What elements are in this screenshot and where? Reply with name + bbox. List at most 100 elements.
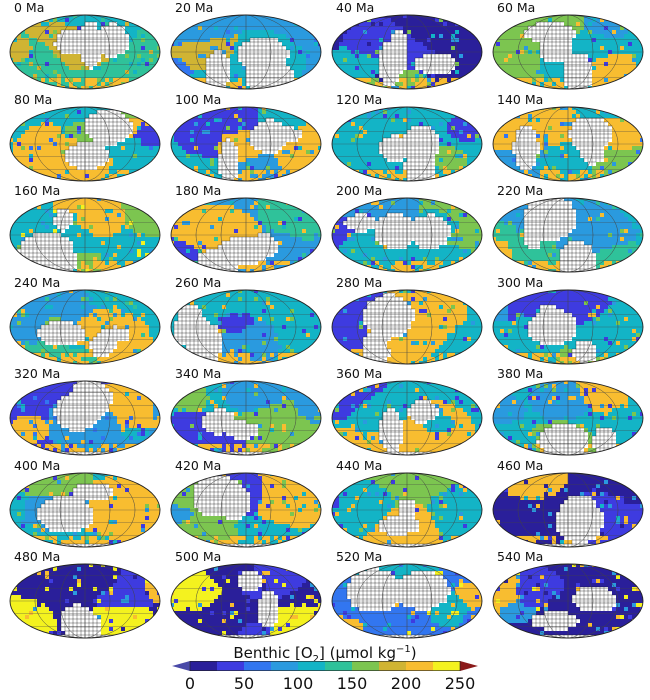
benthic-oxygen-map [492,563,644,639]
panel-age-label: 420 Ma [175,458,221,473]
map-panel: 340 Ma [165,366,323,457]
map-panel: 40 Ma [326,0,484,91]
colorbar-tick-label: 150 [337,674,368,694]
panel-age-label: 360 Ma [336,366,382,381]
panel-age-label: 120 Ma [336,92,382,107]
colorbar-tick-label: 50 [234,674,254,694]
colorbar-label-subscript: 2 [313,654,319,665]
benthic-oxygen-map [9,380,161,456]
map-panel: 180 Ma [165,183,323,274]
map-panel: 460 Ma [487,458,645,549]
benthic-oxygen-map [9,106,161,182]
map-panel: 20 Ma [165,0,323,91]
map-panel: 0 Ma [4,0,162,91]
map-panel: 100 Ma [165,92,323,183]
map-panel: 120 Ma [326,92,484,183]
map-panel: 400 Ma [4,458,162,549]
map-panel: 420 Ma [165,458,323,549]
colorbar: Benthic [O2] (μmol kg−1) 0 50 100 150 200 250 [160,640,490,700]
benthic-oxygen-map [170,106,322,182]
panel-age-label: 500 Ma [175,549,221,564]
map-panel: 300 Ma [487,275,645,366]
colorbar-bin [217,661,245,671]
benthic-oxygen-map [492,106,644,182]
benthic-oxygen-map [331,472,483,548]
colorbar-bin [379,661,407,671]
benthic-oxygen-map [170,472,322,548]
map-panel: 140 Ma [487,92,645,183]
map-panel: 280 Ma [326,275,484,366]
benthic-oxygen-map [9,472,161,548]
panel-age-label: 60 Ma [497,0,535,15]
benthic-oxygen-map [492,380,644,456]
map-panel: 380 Ma [487,366,645,457]
colorbar-label-prefix: Benthic [O [233,644,312,662]
benthic-oxygen-map [331,14,483,90]
benthic-oxygen-map [170,380,322,456]
colorbar-bin [271,661,299,671]
benthic-oxygen-map [331,197,483,273]
panel-age-label: 160 Ma [14,183,60,198]
benthic-oxygen-map [170,563,322,639]
colorbar-label-suffix: ) [411,644,417,662]
colorbar-tick-label: 250 [445,674,476,694]
panel-age-label: 220 Ma [497,183,543,198]
benthic-oxygen-map [170,197,322,273]
panel-age-label: 520 Ma [336,549,382,564]
map-panel: 160 Ma [4,183,162,274]
colorbar-bin [244,661,272,671]
colorbar-gradient [172,661,478,671]
benthic-oxygen-map [9,563,161,639]
benthic-oxygen-map [170,289,322,365]
benthic-oxygen-map [9,14,161,90]
colorbar-bin [298,661,326,671]
map-panel: 540 Ma [487,549,645,640]
panel-age-label: 340 Ma [175,366,221,381]
benthic-oxygen-map [170,14,322,90]
panel-age-label: 240 Ma [14,275,60,290]
panel-age-label: 540 Ma [497,549,543,564]
map-panel: 320 Ma [4,366,162,457]
map-panel: 440 Ma [326,458,484,549]
benthic-oxygen-map [9,289,161,365]
colorbar-ticks: 0 50 100 150 200 250 [160,674,490,696]
panel-age-label: 460 Ma [497,458,543,473]
panel-age-label: 480 Ma [14,549,60,564]
colorbar-tick-label: 200 [391,674,422,694]
colorbar-tick-label: 0 [185,674,195,694]
colorbar-label-mid: ] (μmol kg [319,644,396,662]
panel-age-label: 260 Ma [175,275,221,290]
benthic-oxygen-map [331,563,483,639]
panel-age-label: 0 Ma [14,0,44,15]
colorbar-bin [406,661,434,671]
map-panel: 500 Ma [165,549,323,640]
map-panel: 220 Ma [487,183,645,274]
map-panel: 480 Ma [4,549,162,640]
map-panel: 200 Ma [326,183,484,274]
map-panel-grid: 0 Ma 20 Ma 40 Ma 60 Ma 80 Ma 100 Ma 120 Ma 140 … [4,0,648,640]
panel-age-label: 320 Ma [14,366,60,381]
benthic-oxygen-map [331,380,483,456]
colorbar-tick-label: 100 [283,674,314,694]
benthic-oxygen-map [492,14,644,90]
colorbar-bin [325,661,353,671]
map-panel: 240 Ma [4,275,162,366]
benthic-oxygen-map [331,289,483,365]
panel-age-label: 280 Ma [336,275,382,290]
colorbar-label: Benthic [O2] (μmol kg−1) [160,641,490,669]
map-panel: 360 Ma [326,366,484,457]
panel-age-label: 80 Ma [14,92,52,107]
panel-age-label: 440 Ma [336,458,382,473]
colorbar-bin [433,661,461,671]
benthic-oxygen-map [9,197,161,273]
map-panel: 520 Ma [326,549,484,640]
colorbar-over-arrow [460,661,478,671]
benthic-oxygen-map [492,472,644,548]
panel-age-label: 200 Ma [336,183,382,198]
map-panel: 60 Ma [487,0,645,91]
panel-age-label: 380 Ma [497,366,543,381]
colorbar-label-superscript: −1 [396,644,411,655]
colorbar-bin [190,661,218,671]
panel-age-label: 300 Ma [497,275,543,290]
panel-age-label: 100 Ma [175,92,221,107]
